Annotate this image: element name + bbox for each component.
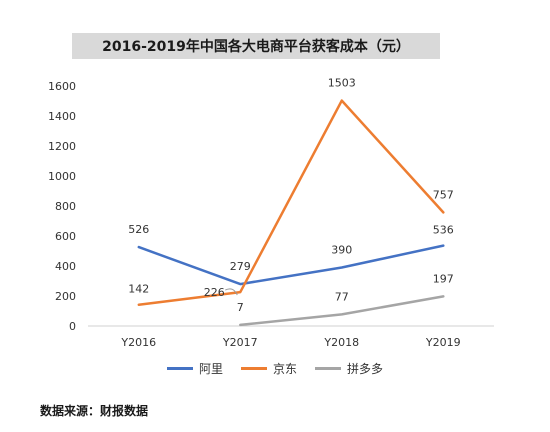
chart-legend: 阿里 京东 拼多多 (0, 360, 550, 377)
data-label-ali: 526 (128, 223, 149, 236)
line-chart: 0 200 400 600 800 1000 1200 1400 1600 Y2016 Y2017 Y… (48, 77, 494, 349)
legend-swatch-pdd (315, 367, 341, 370)
legend-item-jd: 京东 (240, 360, 297, 377)
chart-title: 2016-2019年中国各大电商平台获客成本（元） (72, 33, 440, 59)
y-tick-label: 1400 (48, 110, 76, 123)
data-label-jd: 226 (204, 286, 225, 299)
legend-item-ali: 阿里 (166, 360, 223, 377)
y-tick-label: 1200 (48, 140, 76, 153)
data-label-pdd: 7 (237, 301, 244, 314)
legend-label-pdd: 拼多多 (347, 362, 384, 376)
legend-swatch-jd (240, 367, 267, 370)
legend-label-ali: 阿里 (198, 362, 223, 376)
y-tick-label: 600 (55, 230, 76, 243)
data-label-ali: 390 (331, 244, 352, 257)
x-tick-label: Y2017 (222, 336, 258, 349)
series-line-jd (137, 99, 445, 306)
x-tick-label: Y2016 (120, 336, 156, 349)
legend-swatch-ali (166, 367, 193, 370)
data-label-leader (225, 288, 238, 296)
y-tick-label: 1000 (48, 170, 76, 183)
y-tick-label: 400 (55, 260, 76, 273)
y-tick-label: 800 (55, 200, 76, 213)
data-label-jd: 1503 (328, 77, 356, 90)
data-label-jd: 757 (433, 188, 454, 201)
source-note: 数据来源：财报数据 (40, 404, 149, 418)
x-tick-label: Y2018 (323, 336, 359, 349)
series-line-ali (137, 244, 445, 286)
data-label-jd: 142 (128, 283, 149, 296)
y-tick-label: 0 (69, 320, 76, 333)
data-label-ali: 536 (433, 224, 454, 237)
y-tick-label: 200 (55, 290, 76, 303)
x-tick-label: Y2019 (425, 336, 461, 349)
data-label-pdd: 77 (335, 290, 349, 303)
series-line-pdd (239, 295, 445, 327)
legend-label-jd: 京东 (272, 362, 297, 376)
y-tick-label: 1600 (48, 80, 76, 93)
data-label-ali: 279 (230, 260, 251, 273)
data-label-pdd: 197 (433, 272, 454, 285)
legend-item-pdd: 拼多多 (315, 360, 383, 377)
